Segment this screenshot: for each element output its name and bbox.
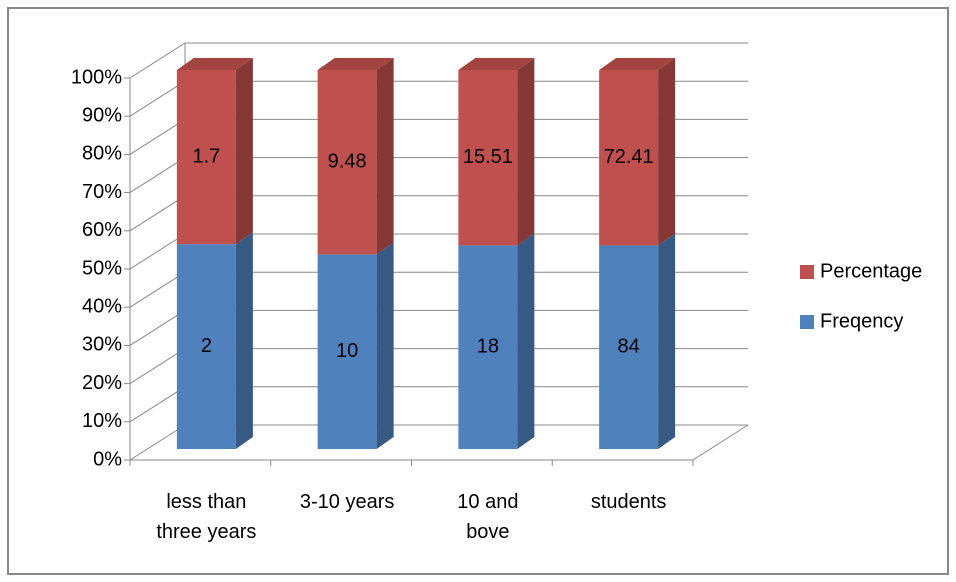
bar-side: [517, 58, 535, 246]
y-tick-label: 30%: [82, 334, 122, 356]
bar-top: [176, 58, 253, 70]
bar: [599, 70, 659, 246]
bar-top: [317, 58, 394, 70]
legend-label: Freqency: [820, 310, 903, 332]
bar-side: [235, 232, 253, 449]
y-tick-label: 90%: [82, 104, 122, 126]
y-tick-label: 100%: [71, 66, 122, 88]
bar-side: [235, 58, 253, 245]
grid-line: [129, 233, 186, 270]
y-tick-label: 50%: [82, 257, 122, 279]
legend-swatch: [800, 315, 814, 329]
y-tick-label: 0%: [93, 448, 122, 470]
grid-line: [129, 80, 186, 117]
y-tick-label: 70%: [82, 181, 122, 203]
bar: [176, 70, 236, 245]
x-tick-label: less than three years: [156, 491, 257, 543]
bar: [176, 244, 236, 449]
grid-line: [129, 195, 186, 232]
bar: [317, 70, 377, 255]
legend-label: Percentage: [820, 260, 922, 282]
data-label: 72.41: [604, 146, 654, 168]
floor-edge: [692, 424, 749, 461]
data-label: 9.48: [328, 151, 367, 173]
grid-line: [129, 271, 186, 308]
grid-line: [129, 118, 186, 155]
x-tick-label: students: [590, 491, 667, 513]
grid-line: [129, 386, 186, 423]
bar-top: [458, 58, 535, 70]
grid-line: [129, 157, 186, 194]
data-label: 2: [201, 335, 212, 357]
bar: [458, 245, 518, 449]
bar-side: [658, 58, 676, 246]
grid-line: [129, 348, 186, 385]
legend-swatch: [800, 265, 814, 279]
data-label: 1.7: [192, 145, 220, 167]
y-tick-label: 10%: [82, 410, 122, 432]
bar: [599, 245, 659, 449]
bar-side: [376, 242, 394, 449]
x-tick-label: 10 and bove: [457, 491, 519, 543]
bar-side: [658, 233, 676, 449]
y-tick-label: 60%: [82, 219, 122, 241]
bar-side: [517, 233, 535, 449]
grid-line: [129, 309, 186, 346]
bar-side: [376, 58, 394, 255]
y-tick-label: 80%: [82, 143, 122, 165]
y-tick-label: 40%: [82, 295, 122, 317]
data-label: 84: [618, 336, 640, 358]
grid-line: [129, 424, 186, 461]
grid-line: [129, 42, 186, 79]
data-label: 10: [336, 340, 358, 362]
data-label: 15.51: [463, 146, 513, 168]
bar: [458, 70, 518, 246]
bar-top: [599, 58, 676, 70]
data-label: 18: [477, 335, 499, 357]
bar: [317, 254, 377, 449]
y-tick-label: 20%: [82, 372, 122, 394]
x-tick-label: 3-10 years: [299, 491, 395, 513]
